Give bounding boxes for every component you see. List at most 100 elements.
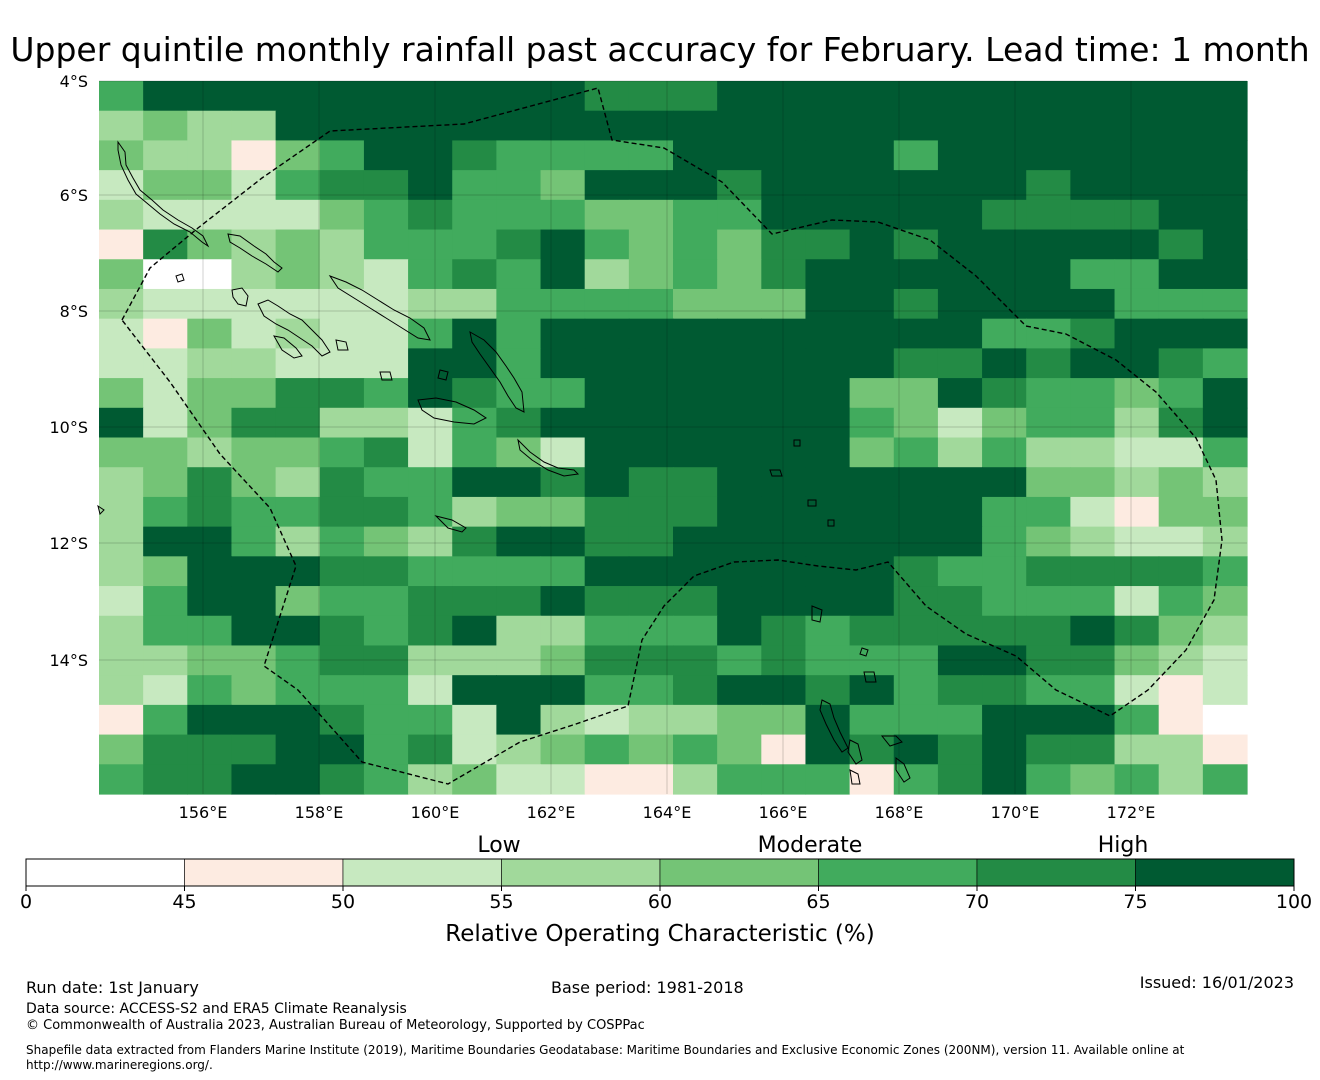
- grid-cell: [1026, 704, 1071, 736]
- grid-cell: [893, 110, 939, 142]
- colorbar-tick-label: 45: [172, 891, 196, 913]
- grid-cell: [982, 526, 1027, 557]
- grid-cell: [1158, 734, 1204, 765]
- grid-cell: [99, 704, 144, 736]
- grid-cell: [1026, 467, 1071, 498]
- grid-cell: [319, 407, 365, 439]
- grid-cell: [628, 556, 674, 587]
- grid-cell: [496, 81, 542, 112]
- longitude-label: 170°E: [991, 803, 1040, 822]
- grid-cell: [452, 764, 497, 795]
- grid-cell: [496, 259, 542, 290]
- grid-cell: [761, 615, 807, 647]
- colorbar-tick-label: 75: [1123, 891, 1147, 913]
- grid-cell: [408, 704, 453, 736]
- grid-cell: [584, 318, 630, 349]
- grid-cell: [540, 378, 586, 409]
- grid-cell: [143, 348, 188, 379]
- grid-cell: [1026, 615, 1071, 647]
- grid-cell: [452, 586, 497, 617]
- grid-cell: [1202, 734, 1248, 765]
- grid-cell: [1202, 348, 1248, 379]
- grid-cell: [99, 407, 144, 439]
- grid-cell: [187, 734, 233, 765]
- grid-cell: [1070, 496, 1116, 528]
- grid-cell: [628, 764, 674, 795]
- grid-cell: [673, 556, 718, 587]
- grid-cell: [143, 675, 188, 706]
- grid-cell: [496, 467, 542, 498]
- grid-cell: [717, 467, 762, 498]
- grid-cell: [805, 764, 851, 795]
- grid-cell: [1070, 288, 1116, 320]
- grid-cell: [408, 586, 453, 617]
- issued-date: Issued: 16/01/2023: [1139, 973, 1294, 992]
- grid-cell: [584, 734, 630, 765]
- grid-cell: [143, 140, 188, 171]
- grid-cell: [937, 496, 983, 528]
- grid-cell: [143, 586, 188, 617]
- grid-cell: [761, 675, 807, 706]
- grid-cell: [452, 259, 497, 290]
- grid-cell: [496, 318, 542, 349]
- grid-cell: [408, 288, 453, 320]
- grid-cell: [540, 348, 586, 379]
- grid-cell: [849, 526, 895, 557]
- grid-cell: [231, 170, 277, 201]
- grid-cell: [1026, 496, 1071, 528]
- grid-cell: [319, 318, 365, 349]
- grid-cell: [408, 378, 453, 409]
- grid-cell: [1158, 288, 1204, 320]
- grid-cell: [1202, 81, 1248, 112]
- grid-cell: [1026, 288, 1071, 320]
- grid-cell: [452, 229, 497, 260]
- grid-cell: [893, 645, 939, 676]
- grid-cell: [805, 526, 851, 557]
- colorbar-swatch: [818, 858, 978, 887]
- grid-cell: [893, 704, 939, 736]
- grid-cell: [231, 348, 277, 379]
- grid-cell: [496, 526, 542, 557]
- grid-cell: [584, 615, 630, 647]
- grid-cell: [187, 229, 233, 260]
- grid-cell: [1026, 170, 1071, 201]
- grid-cell: [717, 170, 762, 201]
- grid-cell: [1070, 407, 1116, 439]
- grid-cell: [1158, 496, 1204, 528]
- grid-cell: [363, 170, 409, 201]
- grid-cell: [231, 645, 277, 676]
- grid-cell: [1158, 437, 1204, 468]
- grid-cell: [1202, 170, 1248, 201]
- grid-cell: [496, 704, 542, 736]
- category-label-moderate: Moderate: [758, 833, 863, 858]
- grid-cell: [540, 199, 586, 231]
- grid-cell: [717, 229, 762, 260]
- grid-cell: [408, 199, 453, 231]
- grid-cell: [1114, 81, 1160, 112]
- grid-cell: [363, 645, 409, 676]
- longitude-label: 162°E: [527, 803, 576, 822]
- grid-cell: [496, 675, 542, 706]
- grid-cell: [893, 764, 939, 795]
- grid-cell: [628, 734, 674, 765]
- grid-cell: [496, 586, 542, 617]
- grid-cell: [319, 348, 365, 379]
- grid-cell: [1070, 586, 1116, 617]
- latitude-label: 6°S: [60, 186, 88, 205]
- shapefile-credit-line2: http://www.marineregions.org/.: [26, 1058, 213, 1072]
- grid-cell: [231, 318, 277, 349]
- grid-cell: [937, 288, 983, 320]
- grid-cell: [1158, 586, 1204, 617]
- grid-cell: [408, 170, 453, 201]
- grid-cell: [937, 734, 983, 765]
- grid-cell: [319, 764, 365, 795]
- grid-cell: [805, 81, 851, 112]
- grid-cell: [1202, 586, 1248, 617]
- grid-cell: [275, 407, 321, 439]
- grid-cell: [275, 645, 321, 676]
- run-date: Run date: 1st January: [26, 978, 199, 997]
- grid-cell: [99, 586, 144, 617]
- grid-cell: [275, 229, 321, 260]
- grid-cell: [363, 229, 409, 260]
- grid-cell: [187, 467, 233, 498]
